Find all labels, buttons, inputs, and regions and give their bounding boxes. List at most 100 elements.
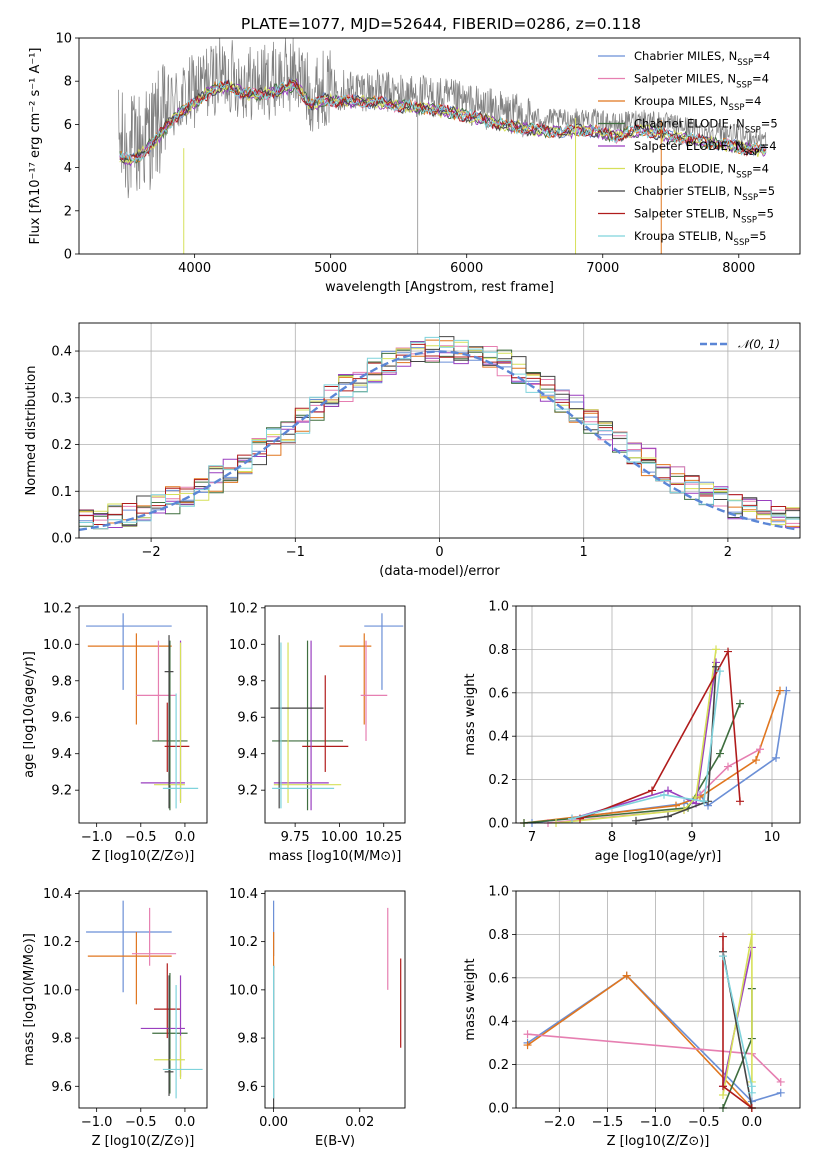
x-tick-label: 6000 <box>450 261 483 276</box>
x-tick-label: 7000 <box>586 261 619 276</box>
y-tick-label: 0.2 <box>51 438 72 453</box>
weight-marker <box>718 952 727 961</box>
y-tick-label: 10.2 <box>43 601 72 616</box>
errorbar-point-6 <box>273 642 342 803</box>
mass_weight_vs_Z-panel: −2.0 −1.5 −1.0 −0.5 0.0 0.0 0.2 0.4 0.6 0.8 1.0 Z [… <box>463 885 801 1149</box>
weight-marker <box>776 1088 785 1097</box>
weight-marker <box>632 816 640 825</box>
x-axis-label: age [log10(age/yr)] <box>595 849 722 864</box>
weight-marker <box>712 662 720 671</box>
age_vs_mass-panel: 9.75 10.00 10.25 9.2 9.4 9.6 9.8 10.0 10.2 mass [… <box>229 601 406 864</box>
mass_vs_ebv-panel: 0.00 0.02 9.6 9.8 10.0 10.2 10.4 E(B-V) <box>229 887 406 1149</box>
y-tick-label: 10.2 <box>229 601 258 616</box>
y-tick-label: 0.2 <box>488 1058 509 1073</box>
y-tick-label: 9.6 <box>237 711 258 726</box>
x-tick-label: 10.00 <box>321 830 358 845</box>
spectrum-panel: 4000 5000 6000 7000 8000 0 2 4 6 8 10 wavelength [A… <box>28 32 801 295</box>
weight-marker <box>700 797 708 806</box>
errorbar-point-7 <box>270 635 324 809</box>
y-tick-label: 0.6 <box>488 971 509 986</box>
x-tick-label: −1.5 <box>592 1115 624 1130</box>
x-tick-label: 0.00 <box>259 1115 288 1130</box>
x-tick-label: 0 <box>435 545 443 560</box>
residual-histogram-3 <box>79 341 800 527</box>
y-tick-label: 0.1 <box>51 485 72 500</box>
weight-line-0 <box>531 690 788 823</box>
model-line-6 <box>119 78 767 164</box>
weight-marker <box>523 1041 532 1050</box>
y-tick-label: 6 <box>64 118 72 133</box>
axes-frame <box>515 605 801 824</box>
weight-marker <box>752 756 760 765</box>
y-tick-label: 9.8 <box>237 1032 258 1047</box>
axes-frame <box>264 890 406 1109</box>
y-tick-label: 9.8 <box>51 674 72 689</box>
x-tick-label: 9.75 <box>281 830 310 845</box>
age_vs_Z-panel: −1.0 −0.5 0.0 9.2 9.4 9.6 9.8 10.0 10.2 Z [log10(… <box>22 601 208 864</box>
weight-marker <box>523 1030 532 1039</box>
x-tick-label: −2 <box>142 545 161 560</box>
weight-marker <box>716 749 724 758</box>
y-axis-label: Normed distribution <box>24 366 39 496</box>
axes-frame <box>515 890 801 1109</box>
legend-entry: Salpeter STELIB, NSSP=5 <box>634 207 774 226</box>
x-axis-label: Z [log10(Z/Z⊙)] <box>607 1134 710 1149</box>
y-tick-label: 4 <box>64 161 72 176</box>
x-tick-label: −0.5 <box>688 1115 720 1130</box>
weight-marker <box>648 786 656 795</box>
weight-marker <box>724 762 732 771</box>
mass_vs_Z-panel: −1.0 −0.5 0.0 9.6 9.8 10.0 10.2 10.4 Z [log10(Z/… <box>22 887 208 1149</box>
x-tick-label: 0.02 <box>345 1115 374 1130</box>
y-tick-label: 0.0 <box>51 532 72 547</box>
weight-marker <box>718 1090 727 1099</box>
weight-marker <box>747 930 756 939</box>
x-tick-label: −1 <box>286 545 305 560</box>
weight-marker <box>747 1088 756 1097</box>
model-line-8 <box>119 80 767 163</box>
y-tick-label: 0.3 <box>51 391 72 406</box>
y-tick-label: 0.8 <box>488 643 509 658</box>
errorbar-point-8 <box>162 985 203 1099</box>
errorbar-point-3 <box>152 972 188 1094</box>
weight-marker <box>772 753 780 762</box>
x-tick-label: 0.0 <box>175 830 196 845</box>
y-tick-label: 10.4 <box>43 887 72 902</box>
y-tick-label: 10.0 <box>43 638 72 653</box>
mass_weight_vs_age-panel: 7 8 9 10 0.0 0.2 0.4 0.6 0.8 1.0 age [log10(age/yr… <box>463 600 801 864</box>
x-axis-label: (data-model)/error <box>379 564 500 579</box>
errorbar-point-0 <box>86 613 172 690</box>
axes-frame <box>78 890 208 1109</box>
legend-entry: Kroupa STELIB, NSSP=5 <box>634 229 766 248</box>
weight-marker <box>660 790 668 799</box>
y-tick-label: 9.6 <box>51 711 72 726</box>
errorbar-point-2 <box>360 640 388 741</box>
x-axis-label: mass [log10(M/M⊙)] <box>269 849 402 864</box>
y-tick-label: 9.8 <box>237 674 258 689</box>
x-tick-label: 10.25 <box>365 830 402 845</box>
y-tick-label: 0.6 <box>488 686 509 701</box>
y-tick-label: 9.2 <box>237 784 258 799</box>
x-tick-label: −2.0 <box>544 1115 576 1130</box>
y-tick-label: 9.4 <box>51 747 72 762</box>
y-tick-label: 9.4 <box>237 747 258 762</box>
y-tick-label: 2 <box>64 204 72 219</box>
errorbar-point-2 <box>131 907 177 966</box>
weight-line-8 <box>571 671 721 820</box>
y-tick-label: 10 <box>55 32 72 47</box>
legend-entry: Chabrier MILES, NSSP=4 <box>634 49 770 68</box>
errorbar-point-7 <box>164 975 174 1096</box>
y-tick-label: 1.0 <box>488 885 509 900</box>
residuals-panel: −2 −1 0 1 2 0.0 0.1 0.2 0.3 0.4 (data-model)/error… <box>24 322 801 579</box>
errorbar-point-5 <box>140 975 185 1077</box>
weight-marker <box>664 812 672 821</box>
weight-line-1 <box>523 690 781 823</box>
errorbar-point-5 <box>140 640 185 802</box>
y-tick-label: 0.4 <box>51 345 72 360</box>
x-tick-label: −1.0 <box>640 1115 672 1130</box>
axes-frame <box>264 605 406 824</box>
x-tick-label: −0.5 <box>125 830 157 845</box>
legend-entry: Kroupa MILES, NSSP=4 <box>634 94 761 113</box>
axes-frame <box>78 37 801 255</box>
y-tick-label: 0.4 <box>488 730 509 745</box>
